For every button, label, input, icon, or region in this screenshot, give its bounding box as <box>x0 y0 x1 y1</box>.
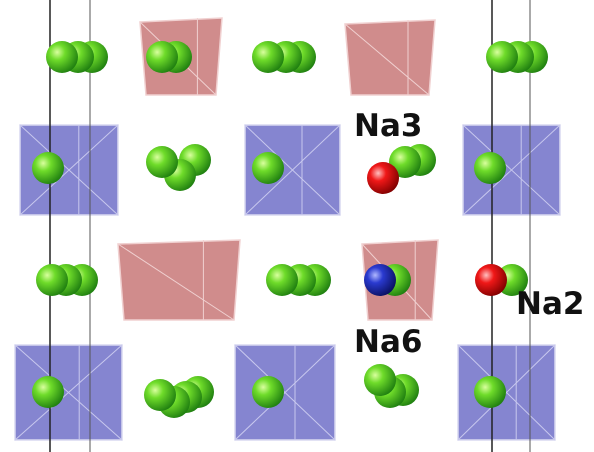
atom <box>474 376 506 408</box>
atom <box>475 264 507 296</box>
polyhedron-edge <box>344 20 430 96</box>
polyhedron <box>344 19 436 96</box>
octahedron-edge <box>19 124 119 216</box>
octahedron-edge <box>234 344 336 441</box>
atom <box>474 152 506 184</box>
atom <box>486 41 518 73</box>
atom <box>32 152 64 184</box>
atom <box>389 146 421 178</box>
site-label: Na6 <box>354 324 422 360</box>
atom <box>32 376 64 408</box>
polyhedron-edge <box>117 240 235 321</box>
octahedron-edge <box>457 344 556 441</box>
atom <box>252 41 284 73</box>
atom <box>46 41 78 73</box>
atom <box>252 376 284 408</box>
atom <box>252 152 284 184</box>
atom <box>364 264 396 296</box>
atoms <box>32 41 548 418</box>
polyhedra <box>14 17 561 441</box>
atom <box>144 379 176 411</box>
atom <box>266 264 298 296</box>
polyhedron <box>117 239 241 321</box>
octahedron-edge <box>14 344 123 441</box>
atom <box>364 364 396 396</box>
atom <box>36 264 68 296</box>
site-label: Na3 <box>354 108 422 144</box>
atom <box>146 41 178 73</box>
octahedron-edge <box>244 124 341 216</box>
site-label: Na2 <box>516 286 584 322</box>
atom <box>146 146 178 178</box>
octahedron-edge <box>462 124 561 216</box>
atom <box>367 162 399 194</box>
